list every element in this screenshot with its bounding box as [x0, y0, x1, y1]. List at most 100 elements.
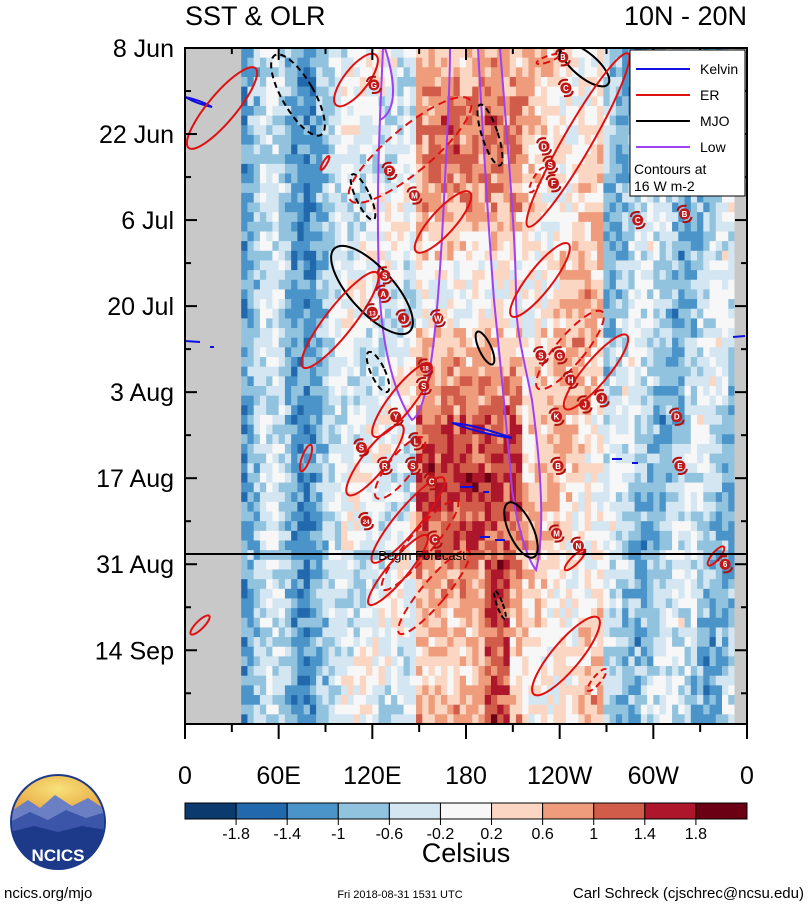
heatmap-cell	[609, 347, 617, 358]
heatmap-cell	[297, 424, 305, 435]
heatmap-cell	[459, 289, 467, 300]
heatmap-cell	[678, 328, 686, 339]
heatmap-cell	[490, 105, 498, 117]
heatmap-cell	[278, 173, 286, 184]
heatmap-cell	[459, 357, 467, 368]
heatmap-cell	[472, 289, 480, 300]
heatmap-cell	[278, 579, 286, 590]
heatmap-cell	[347, 260, 355, 271]
heatmap-cell	[353, 125, 361, 136]
heatmap-cell	[484, 48, 492, 59]
heatmap-cell	[366, 376, 373, 387]
heatmap-cell	[515, 540, 523, 551]
heatmap-cell	[334, 424, 342, 435]
heatmap-cell	[291, 86, 298, 97]
heatmap-cell	[466, 115, 473, 126]
heatmap-cell	[478, 569, 486, 580]
heatmap-cell	[322, 366, 330, 377]
heatmap-cell	[553, 86, 561, 97]
heatmap-cell	[515, 347, 523, 358]
heatmap-cell	[197, 492, 205, 503]
heatmap-cell	[391, 48, 398, 59]
heatmap-cell	[403, 511, 411, 522]
heatmap-cell	[272, 115, 280, 126]
heatmap-cell	[278, 492, 286, 503]
heatmap-cell	[497, 550, 505, 561]
heatmap-cell	[247, 463, 255, 474]
heatmap-cell	[434, 105, 442, 117]
heatmap-cell	[341, 366, 348, 377]
heatmap-cell	[697, 443, 704, 455]
heatmap-cell	[722, 308, 729, 319]
heatmap-cell	[247, 414, 255, 426]
heatmap-cell	[416, 57, 423, 68]
heatmap-cell	[603, 299, 611, 310]
heatmap-cell	[728, 270, 736, 281]
heatmap-cell	[665, 366, 673, 377]
heatmap-cell	[547, 424, 555, 435]
heatmap-cell	[259, 125, 267, 136]
heatmap-cell	[447, 105, 455, 117]
heatmap-cell	[197, 48, 205, 59]
heatmap-cell	[590, 540, 598, 551]
heatmap-cell	[353, 163, 361, 175]
heatmap-cell	[559, 299, 567, 310]
heatmap-cell	[728, 212, 736, 223]
heatmap-cell	[734, 569, 742, 580]
heatmap-cell	[590, 569, 598, 580]
heatmap-cell	[316, 115, 323, 126]
heatmap-cell	[191, 154, 199, 165]
heatmap-cell	[334, 260, 342, 271]
heatmap-cell	[534, 221, 542, 233]
heatmap-cell	[422, 279, 430, 291]
heatmap-cell	[291, 144, 298, 155]
heatmap-cell	[609, 434, 617, 445]
heatmap-cell	[572, 144, 579, 155]
heatmap-cell	[515, 511, 523, 522]
heatmap-cell	[347, 192, 355, 204]
heatmap-cell	[353, 76, 361, 88]
heatmap-cell	[272, 48, 280, 59]
heatmap-cell	[703, 521, 711, 532]
heatmap-cell	[453, 395, 461, 406]
heatmap-cell	[416, 67, 423, 78]
heatmap-cell	[584, 221, 592, 233]
heatmap-cell	[565, 318, 573, 329]
heatmap-cell	[266, 105, 274, 117]
heatmap-cell	[603, 212, 611, 223]
heatmap-cell	[241, 550, 249, 561]
heatmap-cell	[422, 250, 430, 262]
heatmap-cell	[640, 357, 648, 368]
heatmap-cell	[709, 231, 717, 242]
heatmap-cell	[590, 163, 598, 175]
heatmap-cell	[634, 192, 642, 204]
heatmap-cell	[615, 559, 623, 571]
heatmap-cell	[628, 308, 636, 319]
heatmap-cell	[547, 453, 555, 464]
heatmap-cell	[734, 299, 742, 310]
heatmap-cell	[241, 134, 249, 146]
heatmap-cell	[503, 395, 511, 406]
heatmap-cell	[391, 279, 398, 291]
heatmap-cell	[466, 559, 473, 571]
heatmap-cell	[222, 395, 230, 406]
heatmap-cell	[384, 511, 392, 522]
heatmap-cell	[297, 183, 305, 194]
heatmap-cell	[366, 241, 373, 252]
heatmap-cell	[540, 472, 548, 484]
heatmap-cell	[322, 386, 330, 397]
heatmap-cell	[228, 337, 236, 348]
heatmap-cell	[734, 550, 742, 561]
heatmap-cell	[459, 221, 467, 233]
heatmap-cell	[328, 173, 336, 184]
heatmap-cell	[690, 231, 698, 242]
heatmap-cell	[441, 299, 448, 310]
heatmap-cell	[528, 337, 536, 348]
heatmap-cell	[472, 472, 480, 484]
heatmap-cell	[234, 125, 242, 136]
heatmap-cell	[209, 144, 217, 155]
heatmap-cell	[247, 540, 255, 551]
heatmap-cell	[572, 366, 579, 377]
heatmap-cell	[659, 337, 667, 348]
heatmap-cell	[459, 173, 467, 184]
